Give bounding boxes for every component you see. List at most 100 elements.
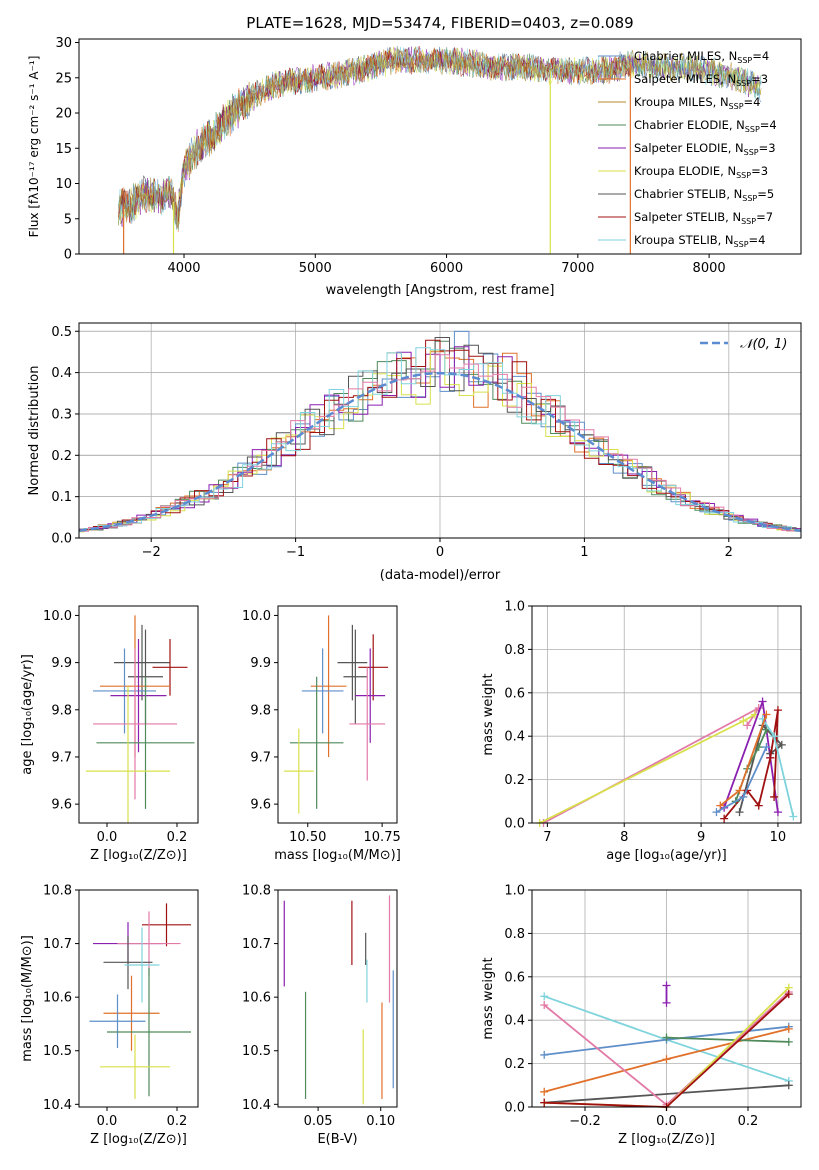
data-point <box>93 648 177 800</box>
axes-frame <box>531 605 802 824</box>
y-tick-label: 1.0 <box>504 600 525 615</box>
x-tick-label: 0.0 <box>656 1114 677 1129</box>
data-point <box>358 634 389 701</box>
data-point <box>114 624 170 701</box>
legend-entry: 𝒩(0, 1) <box>740 337 787 352</box>
legend-label: Chabrier MILES, N <box>634 49 737 63</box>
weight-marker <box>762 710 771 719</box>
y-tick-label: 10.0 <box>43 609 72 624</box>
residuals-panel: 𝒩(0, 1) −2 −1 0 1 2 0.0 0.1 0.2 0.3 0.4 0.5 (data-mo… <box>27 322 802 583</box>
x-tick-label: −0.2 <box>569 1114 601 1129</box>
x-tick-label: 1 <box>580 545 588 560</box>
y-tick-label: 0.2 <box>504 1057 525 1072</box>
legend-subscript: SSP <box>745 125 760 134</box>
legend-label: Chabrier STELIB, N <box>634 187 742 201</box>
x-tick-label: 0.2 <box>167 830 188 845</box>
data-point <box>343 629 368 724</box>
y-tick-label: 0.8 <box>504 927 525 942</box>
error-bars <box>283 895 394 1105</box>
x-tick-label: 0.2 <box>167 1114 188 1129</box>
y-tick-label: 10.4 <box>43 1098 72 1113</box>
weight-marker <box>720 814 729 823</box>
legend-subscript: SSP <box>736 79 751 88</box>
spectrum-series-line <box>118 46 762 229</box>
data-point <box>103 935 153 990</box>
weight-marker <box>540 1087 549 1096</box>
data-point <box>289 676 344 809</box>
data-point <box>100 1034 170 1099</box>
x-tick-label: 2 <box>725 545 733 560</box>
weight-marker <box>540 1098 549 1107</box>
x-axis-label: Z [log₁₀(Z/Z⊙)] <box>618 1132 715 1147</box>
weight-marker <box>716 801 725 810</box>
y-tick-label: 15 <box>55 142 72 157</box>
y-tick-label: 0.0 <box>504 1101 525 1116</box>
legend-entry: Kroupa STELIB, NSSP=4 <box>634 233 765 249</box>
y-tick-label: 0.5 <box>51 325 72 340</box>
data-point <box>355 648 386 743</box>
weight-marker <box>773 706 782 715</box>
weight-line <box>539 713 756 824</box>
legend-label: Chabrier ELODIE, N <box>634 118 745 132</box>
x-axis-label: mass [log₁₀(M/M⊙)] <box>274 848 401 863</box>
y-axis-label: mass [log₁₀(M/M⊙)] <box>20 935 35 1062</box>
legend-count: =5 <box>757 187 774 201</box>
y-tick-label: 0.6 <box>504 970 525 985</box>
legend-subscript: SSP <box>736 171 751 180</box>
histogram-series <box>79 347 801 532</box>
y-tick-label: 5 <box>64 212 72 227</box>
legend-entry: Chabrier MILES, NSSP=4 <box>634 49 769 65</box>
x-tick-label: 0 <box>436 545 444 560</box>
legend-count: =7 <box>756 210 773 224</box>
y-tick-label: 9.7 <box>250 750 271 765</box>
weight-marker <box>540 992 549 1001</box>
weight-marker <box>735 786 744 795</box>
y-tick-label: 10.8 <box>242 884 271 899</box>
legend-entry: Salpeter ELODIE, NSSP=3 <box>634 141 776 157</box>
y-tick-label: 0.8 <box>504 643 525 658</box>
y-tick-label: 25 <box>55 71 72 86</box>
y-tick-label: 0.4 <box>504 1014 525 1029</box>
data-point <box>124 927 160 1003</box>
axes-frame <box>277 889 398 1108</box>
x-tick-label: −1 <box>286 545 305 560</box>
legend-count: =4 <box>752 49 769 63</box>
y-axis-label: age [log₁₀(age/yr)] <box>20 654 35 775</box>
legend-count: =3 <box>759 141 776 155</box>
mass-weight-vs-metallicity-panel: −0.2 0.0 0.2 0.0 0.2 0.4 0.6 0.8 1.0 Z [log₁₀(Z/Z… <box>481 884 802 1147</box>
y-tick-label: 10.7 <box>43 937 72 952</box>
x-tick-label: 5000 <box>299 261 332 276</box>
legend-subscript: SSP <box>744 148 759 157</box>
x-tick-label: 10.50 <box>289 830 326 845</box>
y-axis-label: Normed distribution <box>27 366 42 496</box>
weight-marker <box>789 812 798 821</box>
y-tick-label: 0.2 <box>504 773 525 788</box>
weight-marker <box>662 981 671 990</box>
data-point <box>283 728 314 814</box>
y-tick-label: 0.0 <box>51 532 72 547</box>
y-tick-label: 0 <box>64 248 72 263</box>
legend-label: Salpeter STELIB, N <box>634 210 741 224</box>
legend-subscript: SSP <box>742 194 757 203</box>
mass-weight-vs-age-panel: 7 8 9 10 0.0 0.2 0.4 0.6 0.8 1.0 age [log₁₀(age/yr… <box>481 600 802 863</box>
weight-marker <box>754 743 763 752</box>
data-point <box>117 911 181 976</box>
y-tick-label: 9.8 <box>51 703 72 718</box>
weight-marker <box>777 740 786 749</box>
legend-entry: Chabrier ELODIE, NSSP=4 <box>634 118 777 134</box>
x-tick-label: −2 <box>142 545 161 560</box>
y-tick-label: 0.1 <box>51 490 72 505</box>
data-point <box>110 639 167 753</box>
data-point <box>337 624 368 701</box>
legend-subscript: SSP <box>734 240 749 249</box>
weight-marker <box>712 808 721 817</box>
y-tick-label: 0.2 <box>51 449 72 464</box>
x-tick-label: 0.10 <box>366 1114 395 1129</box>
weight-marker <box>770 732 779 741</box>
data-point <box>142 903 191 947</box>
age-vs-metallicity-panel: 0.0 0.2 9.6 9.7 9.8 9.9 10.0 Z [log₁₀(Z/Z⊙)] age… <box>20 605 199 863</box>
y-tick-label: 0.4 <box>504 730 525 745</box>
weight-marker <box>662 998 671 1007</box>
legend-subscript: SSP <box>737 56 752 65</box>
